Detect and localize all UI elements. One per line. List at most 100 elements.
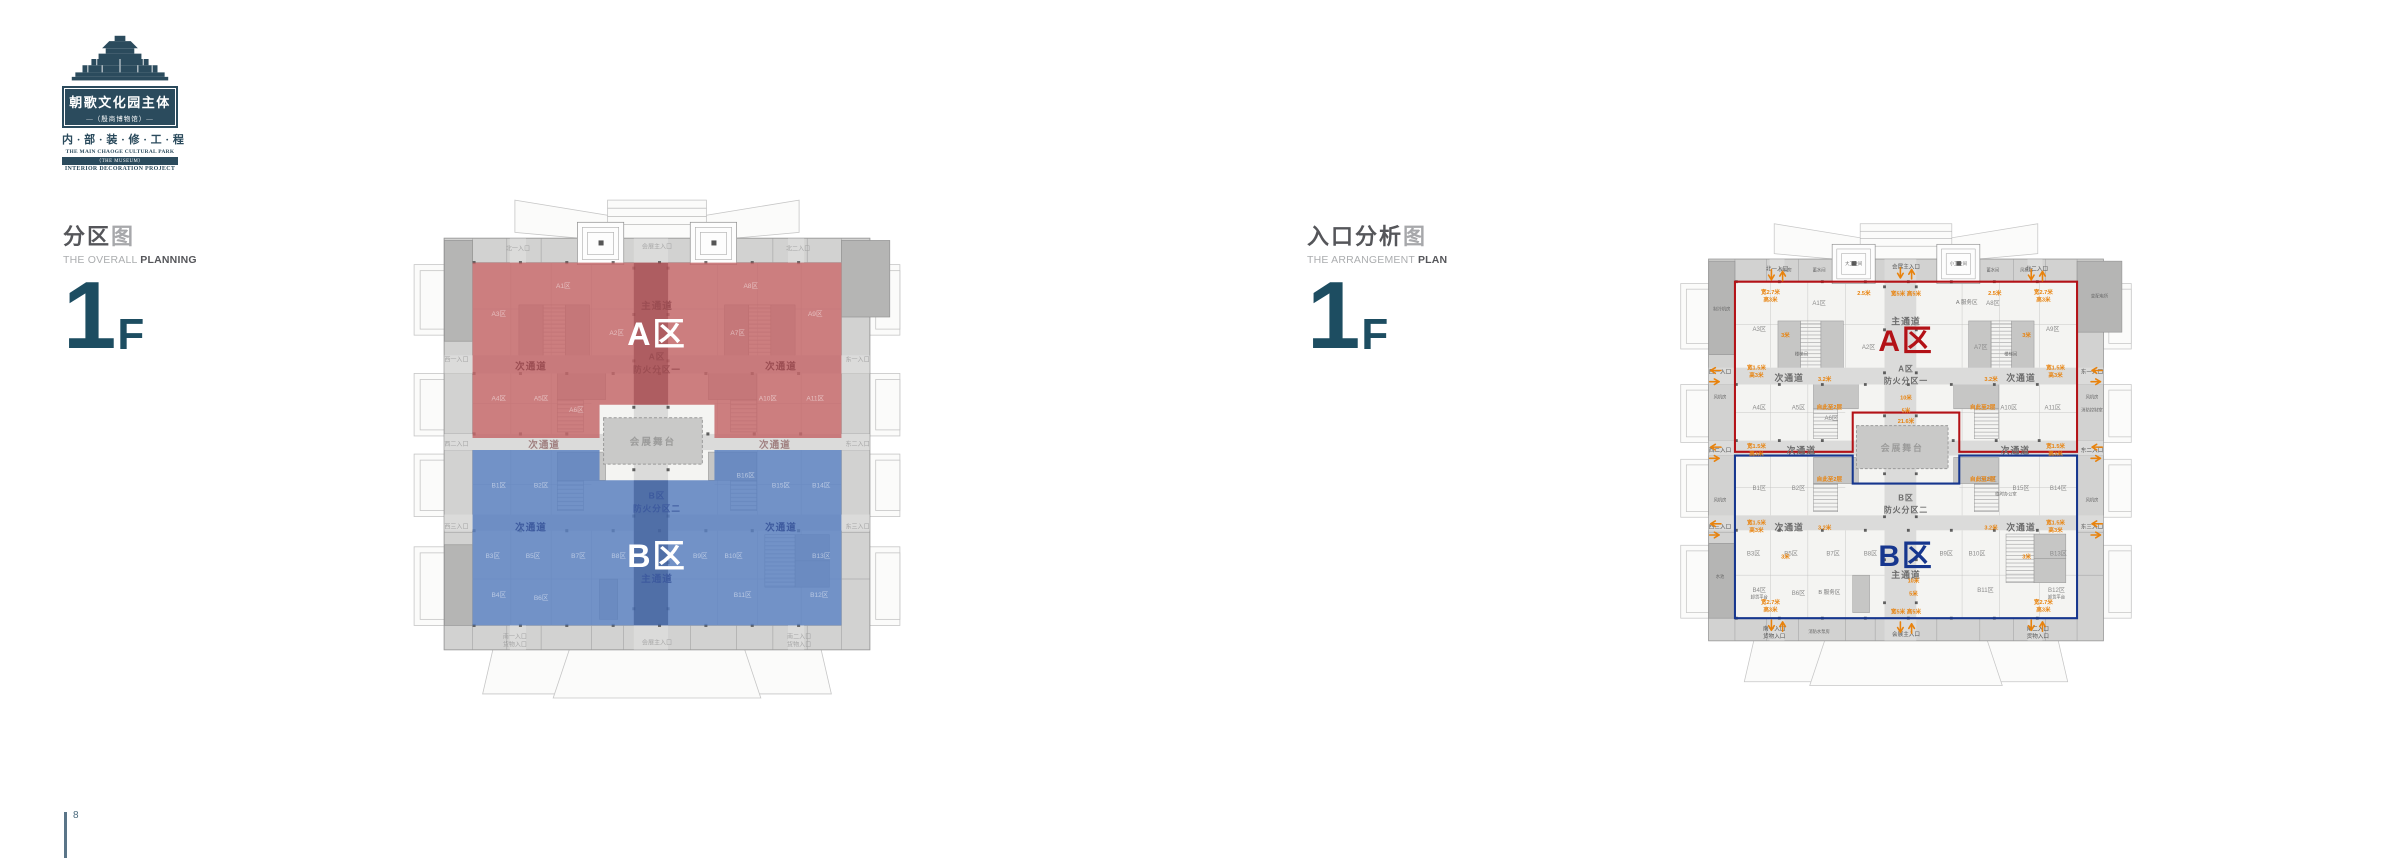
service-room-label: 风机房 xyxy=(2086,394,2099,401)
room-label: A1区 xyxy=(556,282,571,290)
entrance-label: 西一入口 xyxy=(444,356,468,363)
service-room-label: 风机房 xyxy=(1714,496,1727,503)
logo-line-en1: THE MAIN CHAOGE CULTURAL PARK xyxy=(65,149,175,155)
entrance-label: 东二入口 xyxy=(2081,446,2103,454)
dimension-annotation: 宽1.5米 xyxy=(1746,519,1766,527)
dimension-annotation: 3米 xyxy=(1781,331,1790,339)
dimension-annotation: 宽1.5米 xyxy=(2045,519,2065,527)
fire-zone-a-label: 防火分区一 xyxy=(633,363,681,374)
room-label: B12区 xyxy=(810,591,829,599)
service-room-label: 制冷机房 xyxy=(1713,306,1730,313)
corridor-labels: 主通道 次通道 次通道 A区 防火分区一 次通道 次通道 会展舞台 B区 防火分… xyxy=(515,300,797,585)
service-room-label: 小卫生间 xyxy=(1950,260,1967,267)
zone-outlines xyxy=(1733,280,2079,620)
floor-suffix: F xyxy=(1361,309,1389,359)
entrance-label: 西二入口 xyxy=(444,441,468,448)
entrance-label: 南二入口 xyxy=(787,633,811,641)
page-number-bar xyxy=(64,812,67,858)
fire-zone-a-label: 防火分区一 xyxy=(1884,376,1928,386)
entrance-label: 北一入口 xyxy=(1766,264,1788,272)
entrance-label: 会展主入口 xyxy=(1892,263,1920,271)
service-room-label: 风机房 xyxy=(1714,394,1727,401)
room-label: A6区 xyxy=(1824,415,1837,422)
dimension-annotation: 10米 xyxy=(1900,393,1912,401)
main-corridor-label: 主通道 xyxy=(641,300,673,312)
zone-a-small-label: A区 xyxy=(1898,364,1914,373)
dimension-annotation: 高3米 xyxy=(2048,450,2063,458)
dimension-annotation: 宽1.5米 xyxy=(2045,442,2065,450)
dimension-annotation: 宽2.7米 xyxy=(1760,288,1780,296)
service-room-label: 楼梯间 xyxy=(2004,351,2017,358)
entrance-label: 会展主入口 xyxy=(1892,630,1920,638)
room-label: A2区 xyxy=(1862,344,1875,351)
dimension-annotation: 宽1.5米 xyxy=(1746,442,1766,450)
fire-zone-b-label: 防火分区二 xyxy=(633,503,681,514)
room-label: B11区 xyxy=(1977,587,1993,594)
service-room-label: 风机房 xyxy=(2020,266,2033,273)
entrance-label: 货物入口 xyxy=(1763,632,1785,640)
dimension-annotation: 自此至2层 xyxy=(1970,403,1996,411)
room-label: B6区 xyxy=(1792,590,1805,597)
secondary-corridor-label: 次通道 xyxy=(2006,372,2035,383)
entrance-label: 会展主入口 xyxy=(642,242,672,250)
secondary-corridor-label: 次通道 xyxy=(1787,445,1816,456)
fire-zone-b-label: 防火分区二 xyxy=(1884,505,1928,515)
room-label: B4区 xyxy=(491,591,506,599)
room-label: B13区 xyxy=(2050,551,2067,558)
zone-b-small-label: B区 xyxy=(649,490,666,500)
service-room-label: 风机房 xyxy=(1779,266,1792,273)
secondary-corridor-label: 次通道 xyxy=(1774,521,1803,532)
left-subtitle: THE OVERALL PLANNING xyxy=(63,254,197,266)
logo-subtitle: —（殷商博物馆）— xyxy=(86,116,154,123)
room-label: A10区 xyxy=(2000,405,2017,412)
right-panel-title: 入口分析图 THE ARRANGEMENT PLAN 1 F xyxy=(1307,219,1627,363)
room-label: B8区 xyxy=(611,552,626,560)
logo-line-en2: （THE MUSEUM） xyxy=(62,156,178,165)
dimension-annotation: 5米 xyxy=(1902,407,1911,415)
project-logo: 朝歌文化园主体 —（殷商博物馆）— 内 · 部 · 装 · 修 · 工 · 程 … xyxy=(62,34,184,172)
dimension-annotation: 自此至2层 xyxy=(1817,475,1843,483)
secondary-corridor-label: 次通道 xyxy=(765,522,797,534)
right-title: 入口分析图 xyxy=(1307,224,1428,249)
right-subtitle: THE ARRANGEMENT PLAN xyxy=(1307,254,1448,266)
dimension-annotation: 高3米 xyxy=(2048,371,2063,379)
service-room-label: 水池 xyxy=(1716,573,1725,579)
entrance-label: 北一入口 xyxy=(506,245,530,253)
room-label: B1区 xyxy=(1753,485,1766,492)
room-label: B9区 xyxy=(1939,551,1952,558)
floor-number: 1 xyxy=(63,262,117,369)
secondary-corridor-label: 次通道 xyxy=(515,360,547,372)
room-label: A7区 xyxy=(730,329,745,337)
entrance-label: 货物入口 xyxy=(787,641,811,649)
service-room-label: 卸货平台 xyxy=(2048,594,2065,601)
room-label: A2区 xyxy=(609,329,624,337)
service-room-label: 蓄水间 xyxy=(1813,266,1826,273)
room-label: A7区 xyxy=(1974,344,1987,351)
entrance-label: 西二入口 xyxy=(1709,447,1731,454)
dimension-annotation: 高3米 xyxy=(1749,450,1764,458)
room-label: B3区 xyxy=(1747,551,1760,558)
room-label: B7区 xyxy=(571,552,586,560)
entrance-label: 西一入口 xyxy=(1709,368,1731,375)
service-room-label: 变配电所 xyxy=(2091,293,2109,300)
room-label: B9区 xyxy=(693,552,708,560)
zone-b-small-label: B区 xyxy=(1898,493,1914,502)
room-label: B8区 xyxy=(1864,551,1877,558)
room-label: A4区 xyxy=(1753,405,1766,412)
room-label: B16区 xyxy=(737,471,756,479)
zone-a-label: A区 xyxy=(1878,325,1933,358)
dimension-annotation: 2.5米 xyxy=(1857,289,1871,297)
room-label: B7区 xyxy=(1826,551,1839,558)
zone-a-label: A区 xyxy=(627,316,687,352)
dimension-annotation: 3.2米 xyxy=(1818,375,1832,383)
entrance-label: 北二入口 xyxy=(786,245,810,253)
dimension-annotation: 宽5米 高5米 xyxy=(1890,290,1922,298)
room-label: A6区 xyxy=(569,406,584,414)
room-label: A11区 xyxy=(806,395,824,403)
dimension-annotation: 自此至2层 xyxy=(1817,403,1843,411)
dimension-annotation: 宽1.5米 xyxy=(1746,364,1766,372)
secondary-corridor-label: 次通道 xyxy=(759,439,791,451)
room-label: B2区 xyxy=(1792,485,1805,492)
entrance-label: 西三入口 xyxy=(444,524,468,531)
